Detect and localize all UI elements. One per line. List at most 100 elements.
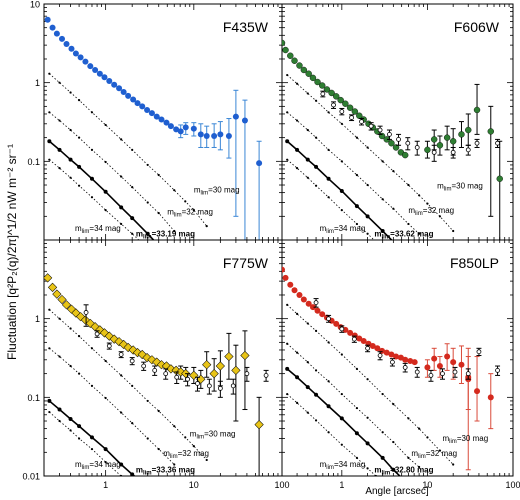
model-point xyxy=(407,183,410,187)
model-point xyxy=(340,160,343,163)
data-point xyxy=(411,359,418,366)
model-point xyxy=(120,138,123,141)
data-point xyxy=(309,74,317,82)
plot-area xyxy=(282,39,503,240)
x-tick-label: 1 xyxy=(103,480,108,490)
model-point xyxy=(327,196,330,199)
data-point-open xyxy=(396,137,401,142)
data-point-open xyxy=(94,331,100,337)
model-point xyxy=(103,189,108,194)
model-point xyxy=(157,244,161,248)
data-point xyxy=(139,103,146,110)
data-point-open xyxy=(195,381,200,386)
model-point xyxy=(146,163,149,167)
model-point xyxy=(285,366,290,371)
panel-f850lp: 100 1 10 100 F850LP mlim=30 mag mlim=32 mag mli… xyxy=(274,239,520,490)
model-point xyxy=(392,440,395,444)
model-point xyxy=(48,308,51,311)
series-outlier xyxy=(496,140,503,240)
data-point xyxy=(49,24,56,31)
data-point xyxy=(256,160,263,167)
model-point xyxy=(286,342,289,345)
data-point-open xyxy=(118,352,124,357)
model-point xyxy=(295,82,299,85)
model-point xyxy=(192,444,195,448)
data-point xyxy=(92,66,99,73)
model-point xyxy=(173,189,176,192)
model-point xyxy=(77,164,82,169)
model-point xyxy=(286,392,289,396)
model-curve xyxy=(286,140,393,240)
x-tick-label: 100 xyxy=(274,480,289,490)
model-point xyxy=(131,148,134,151)
model-point xyxy=(340,122,343,125)
model-point xyxy=(354,204,359,209)
model-point xyxy=(438,215,442,218)
model-point xyxy=(339,416,344,421)
model-point xyxy=(104,359,107,363)
panel-f775w: 1 0.1 0.01 1 10 F775W mlim=30 mag mlim=32 mag ml… xyxy=(22,239,283,490)
data-point xyxy=(474,388,481,395)
data-point xyxy=(388,140,395,147)
model-point xyxy=(131,232,134,235)
data-point xyxy=(374,345,381,352)
model-point xyxy=(146,201,149,204)
data-point-open xyxy=(163,371,169,377)
model-point xyxy=(355,367,358,370)
model-point xyxy=(58,419,61,423)
model-point xyxy=(89,435,94,440)
model-point xyxy=(68,417,73,422)
model-point xyxy=(120,374,123,377)
data-point xyxy=(52,289,62,299)
data-point xyxy=(300,66,308,74)
x-tick-label: 100 xyxy=(505,480,520,490)
model-point xyxy=(120,411,123,414)
model-point xyxy=(306,92,309,95)
model-point xyxy=(314,329,318,332)
model-point xyxy=(77,184,81,187)
series-model xyxy=(48,308,208,462)
data-point xyxy=(197,131,204,138)
model-point xyxy=(381,392,384,396)
data-point xyxy=(337,96,344,104)
data-point xyxy=(458,361,465,368)
data-point-open xyxy=(476,349,482,355)
model-point xyxy=(452,463,455,466)
model-point xyxy=(119,205,124,210)
model-point xyxy=(407,456,410,459)
model-curve xyxy=(286,304,454,465)
data-point-open xyxy=(244,371,250,377)
model-curve xyxy=(48,400,136,476)
y-tick-label: 1 xyxy=(35,78,40,88)
curve-label: mlim=34 mag xyxy=(320,460,366,471)
model-point xyxy=(295,119,299,122)
curve-label: mlim=32 mag xyxy=(167,208,213,219)
model-point xyxy=(314,184,318,187)
curve-label: mlim=32 mag xyxy=(163,449,209,460)
model-point xyxy=(77,424,82,429)
data-point xyxy=(305,70,312,77)
model-point xyxy=(192,208,195,212)
series-open xyxy=(313,298,501,382)
series-data xyxy=(282,266,494,430)
model-point xyxy=(366,467,369,470)
curve-label: mlim=32 mag xyxy=(411,449,457,460)
series-data xyxy=(44,16,248,240)
data-point-open xyxy=(106,343,112,349)
data-point xyxy=(388,351,395,358)
data-point xyxy=(369,342,376,349)
data-point xyxy=(163,119,170,126)
model-point xyxy=(365,441,370,446)
data-point xyxy=(87,63,94,70)
model-point xyxy=(452,229,455,233)
data-point-open xyxy=(326,316,331,322)
data-point xyxy=(450,359,457,366)
model-point xyxy=(327,148,330,151)
model-point xyxy=(306,322,309,325)
y-axis-label: Fluctuation [q²P₂(q)/2π]^1/2 nW m⁻² sr⁻¹ xyxy=(5,144,19,360)
panel-title: F606W xyxy=(454,19,500,35)
data-point xyxy=(82,58,89,65)
model-point xyxy=(57,147,62,152)
series-outlier xyxy=(256,140,263,240)
model-point xyxy=(392,403,395,406)
